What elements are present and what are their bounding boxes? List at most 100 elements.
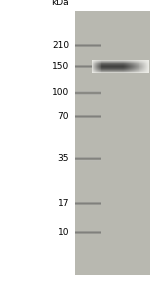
Bar [94,67,95,68]
Bar [137,65,138,66]
Bar [112,66,113,67]
Bar [135,70,136,71]
Bar [96,67,97,68]
Bar [114,61,115,62]
Bar [101,65,102,66]
Bar [103,64,104,65]
Bar [137,70,138,71]
Bar [144,66,145,67]
Bar [118,66,119,67]
Bar [117,72,118,73]
Bar [95,69,96,70]
Bar [136,71,137,72]
Bar [93,63,94,64]
Text: 150: 150 [52,62,69,71]
Bar [110,63,111,64]
Bar [113,66,114,67]
Bar [139,72,140,73]
Bar [132,67,133,68]
Bar [113,67,114,68]
Bar [116,68,117,69]
Bar [94,61,95,62]
Bar [123,62,124,63]
Bar [99,66,100,67]
Bar [97,60,98,61]
Bar [118,65,119,66]
Bar [127,60,128,61]
Bar [134,67,135,68]
Bar [109,61,110,62]
Bar [145,70,146,71]
Bar [119,67,120,68]
Bar [114,63,115,64]
Bar [108,66,109,67]
Bar [141,71,142,72]
Bar [126,61,127,62]
Bar [117,66,118,67]
Bar [130,67,131,68]
Bar [128,63,129,64]
Bar [148,68,149,69]
Bar [104,66,105,67]
Bar [107,70,108,71]
Bar [143,61,144,62]
Bar [136,72,137,73]
Bar [133,67,134,68]
Bar [115,70,116,71]
Text: kDa: kDa [51,0,69,7]
Bar [109,69,110,70]
Bar [140,62,141,63]
Bar [147,65,148,66]
Bar [111,68,112,69]
Bar [110,65,111,66]
Bar [100,63,101,64]
Bar [145,63,146,64]
Bar [122,69,123,70]
Bar [103,63,104,64]
Bar [130,68,131,69]
Bar [117,70,118,71]
Bar [136,66,137,67]
Bar [139,63,140,64]
Bar [128,62,129,63]
Bar [124,66,125,67]
Bar [118,70,119,71]
Bar [112,64,113,65]
Bar [125,60,126,61]
Bar [111,60,112,61]
Bar [92,64,93,65]
Bar [127,66,128,67]
Bar [136,67,137,68]
Bar [129,67,130,68]
Bar [107,69,108,70]
Bar [96,72,97,73]
Bar [133,72,134,73]
Bar [114,65,115,66]
Bar [118,63,119,64]
Bar [119,62,120,63]
Bar [130,70,131,71]
Bar [139,69,140,70]
Bar [101,71,102,72]
Bar [95,66,96,67]
Bar [100,67,101,68]
Bar [132,60,133,61]
Bar [125,71,126,72]
Bar [141,64,142,65]
Bar [101,61,102,62]
Bar [106,67,107,68]
Bar [147,67,148,68]
Bar [145,68,146,69]
Bar [99,72,100,73]
Bar [104,69,105,70]
Bar [140,63,141,64]
Bar [124,62,125,63]
Bar [141,72,142,73]
Bar [123,69,124,70]
Bar [122,66,123,67]
Bar [106,68,107,69]
Bar [93,67,94,68]
Bar [94,67,95,68]
Bar [143,67,144,68]
Bar [127,65,128,66]
